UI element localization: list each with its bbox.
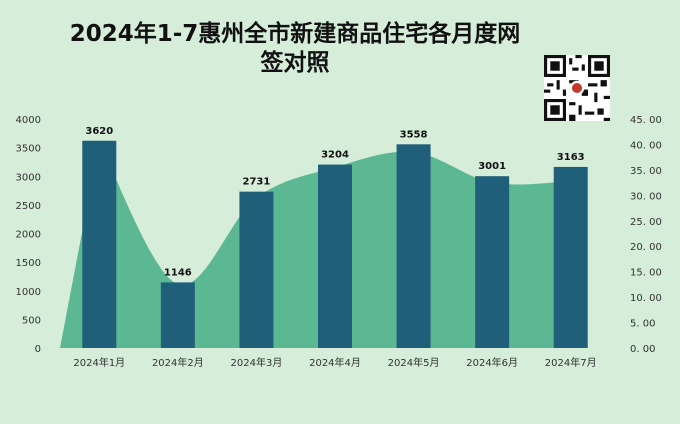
bar-value-label-1: 3620 (85, 126, 113, 137)
x-axis-tick: 2024年4月 (309, 356, 361, 369)
left-axis-tick: 1500 (16, 258, 41, 269)
x-axis-tick: 2024年3月 (231, 356, 283, 369)
left-axis-tick: 2000 (16, 230, 41, 241)
x-axis-tick: 2024年7月 (545, 356, 597, 369)
bar-value-label-6: 3001 (478, 161, 506, 172)
left-axis-tick: 0 (35, 344, 41, 355)
right-axis-tick: 10. 00 (630, 293, 662, 304)
bar-7 (553, 166, 588, 348)
right-axis-tick: 30. 00 (630, 191, 662, 202)
qr-code-icon (544, 55, 610, 121)
x-axis-tick: 2024年2月 (152, 356, 204, 369)
right-axis-tick: 20. 00 (630, 242, 662, 253)
right-axis-tick: 35. 00 (630, 166, 662, 177)
x-axis-tick: 2024年5月 (388, 356, 440, 369)
bar-3 (239, 191, 274, 348)
right-axis-tick: 0. 00 (630, 344, 655, 355)
left-axis-tick: 1000 (16, 287, 41, 298)
bar-5 (396, 144, 431, 348)
bar-value-label-2: 1146 (164, 267, 192, 278)
right-axis-tick: 5. 00 (630, 319, 655, 330)
bar-value-label-4: 3204 (321, 150, 349, 161)
left-axis-tick: 2500 (16, 201, 41, 212)
bar-value-label-5: 3558 (400, 129, 428, 140)
right-axis-tick: 15. 00 (630, 268, 662, 279)
bar-1 (82, 140, 117, 348)
left-axis-tick: 3000 (16, 172, 41, 183)
chart-title: 2024年1-7惠州全市新建商品住宅各月度网签对照 (69, 21, 521, 76)
bar-4 (318, 164, 352, 348)
bar-value-label-7: 3163 (557, 152, 585, 163)
right-axis-tick: 40. 00 (630, 140, 662, 151)
bar-6 (475, 176, 510, 348)
bar-2 (160, 282, 195, 348)
left-axis-tick: 4000 (16, 115, 41, 126)
left-axis-tick: 500 (22, 315, 41, 326)
left-axis-tick: 3500 (16, 144, 41, 155)
right-axis-tick: 45. 00 (630, 115, 662, 126)
right-axis-tick: 25. 00 (630, 217, 662, 228)
x-axis-tick: 2024年1月 (73, 356, 125, 369)
bar-value-label-3: 2731 (243, 177, 271, 188)
x-axis-tick: 2024年6月 (466, 356, 518, 369)
